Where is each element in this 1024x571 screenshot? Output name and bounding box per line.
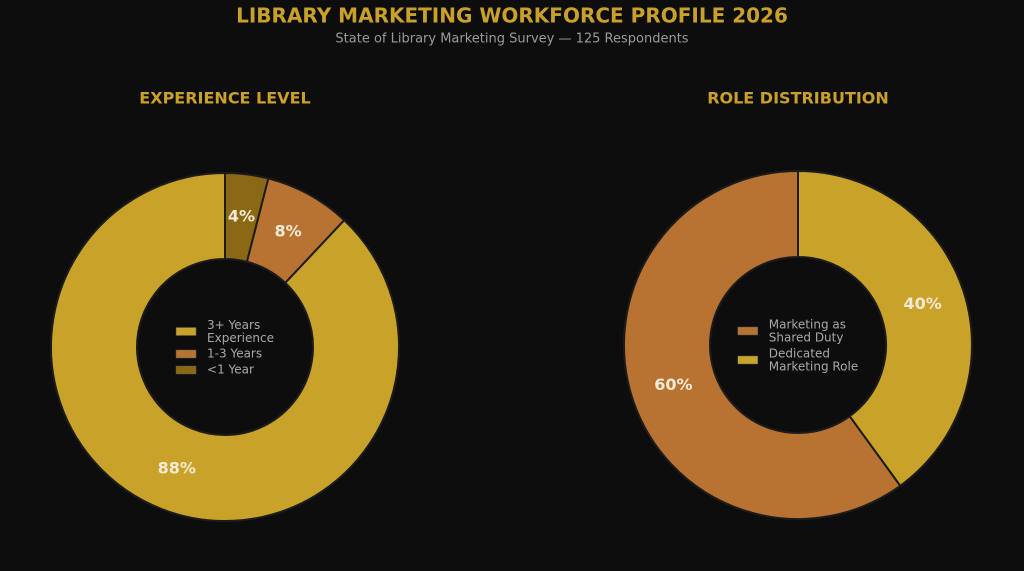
legend-swatch [737, 355, 759, 365]
legend-label: Marketing as Shared Duty [769, 317, 846, 344]
legend-swatch [175, 365, 197, 375]
pie-slice [50, 171, 400, 522]
value-label: 4% [228, 207, 255, 226]
legend-label: 1-3 Years [207, 347, 262, 361]
legend-label: <1 Year [207, 363, 254, 377]
legend-label: 3+ Years Experience [207, 318, 274, 345]
legend-swatch [175, 327, 197, 336]
pie-slice [623, 169, 902, 520]
page-title: LIBRARY MARKETING WORKFORCE PROFILE 2026 [236, 4, 788, 28]
value-label: 60% [654, 375, 692, 394]
pie-slice [797, 169, 973, 488]
page-subtitle: State of Library Marketing Survey — 125 … [335, 32, 688, 47]
legend: 3+ Years Experience 1-3 Years <1 Year [175, 318, 274, 377]
legend-swatch [175, 349, 197, 359]
chart-title: ROLE DISTRIBUTION [707, 89, 889, 108]
value-label: 88% [158, 458, 196, 477]
value-label: 40% [903, 294, 941, 313]
value-label: 8% [275, 222, 302, 241]
pie-slice [224, 171, 270, 263]
legend-swatch [737, 326, 759, 336]
legend-label: Dedicated Marketing Role [769, 346, 858, 373]
chart-title: EXPERIENCE LEVEL [139, 89, 310, 108]
